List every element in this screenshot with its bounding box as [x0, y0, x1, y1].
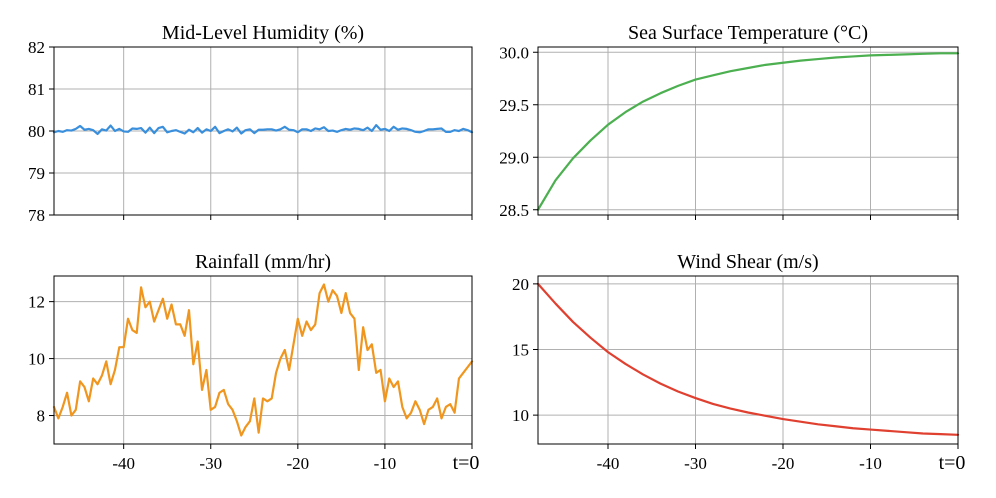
panel-humidity: 78 79 80 81 82 Mid-Level Humidity (%): [28, 22, 474, 225]
rainfall-xtick-label-4: t=0: [453, 452, 480, 474]
wind-shear-xtick-label-2: -20: [772, 454, 795, 473]
wind-shear-ytick-label-1: 15: [512, 341, 529, 360]
sst-ytick-label-3: 30.0: [499, 43, 529, 62]
humidity-ytick-label-1: 79: [28, 164, 45, 183]
rainfall-ytick-label-2: 12: [28, 293, 45, 312]
rainfall-xtick-label-0: -40: [112, 454, 135, 473]
humidity-ytick-label-0: 78: [28, 206, 45, 225]
panel-rainfall: -40 -30 -20 -10 t=0 8 10 12 Rainfall (mm/hr): [28, 251, 479, 474]
rainfall-ytick-label-1: 10: [28, 350, 45, 369]
wind-shear-axes-frame: [537, 275, 959, 445]
wind-shear-series-line: [536, 282, 960, 436]
sst-axes-frame: [537, 46, 959, 216]
wind-shear-xtick-label-3: -10: [859, 454, 882, 473]
humidity-ytick-label-4: 82: [28, 38, 45, 57]
sst-chart-title: Sea Surface Temperature (°C): [628, 22, 868, 44]
rainfall-xtick-label-2: -20: [286, 454, 309, 473]
wind-shear-ytick-label-2: 20: [512, 275, 529, 294]
sst-series-line: [536, 52, 960, 211]
humidity-series-line: [52, 124, 474, 136]
sst-ytick-label-0: 28.5: [499, 201, 529, 220]
sst-ytick-label-1: 29.0: [499, 148, 529, 167]
rainfall-xtick-label-3: -10: [374, 454, 397, 473]
wind-shear-xtick-label-0: -40: [597, 454, 620, 473]
wind-shear-chart-title: Wind Shear (m/s): [677, 251, 818, 273]
rainfall-chart-title: Rainfall (mm/hr): [195, 251, 331, 273]
rainfall-ytick-label-0: 8: [37, 407, 46, 426]
panel-sst: 28.5 29.0 29.5 30.0 Sea Surface Temperature …: [499, 22, 960, 220]
wind-shear-xtick-label-1: -30: [684, 454, 707, 473]
rainfall-series-line: [52, 283, 474, 437]
sst-ytick-label-2: 29.5: [499, 96, 529, 115]
rainfall-xtick-label-1: -30: [199, 454, 222, 473]
humidity-ytick-label-2: 80: [28, 122, 45, 141]
humidity-ytick-label-3: 81: [28, 80, 45, 99]
panel-wind-shear: -40 -30 -20 -10 t=0 10 15 20 Wind Shear (m/s): [512, 251, 965, 474]
wind-shear-xtick-label-4: t=0: [939, 452, 966, 474]
humidity-chart-title: Mid-Level Humidity (%): [162, 22, 364, 44]
rainfall-axes-frame: [53, 275, 473, 445]
wind-shear-ytick-label-0: 10: [512, 406, 529, 425]
